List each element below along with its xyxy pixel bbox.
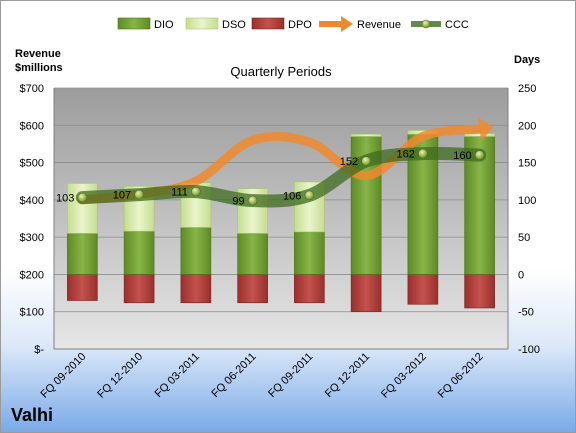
- y-right-tick-label: 50: [518, 232, 530, 244]
- ccc-point: [361, 156, 371, 166]
- x-tick-label: FQ 09-2010: [39, 351, 89, 401]
- y-right-tick-label: 150: [518, 158, 536, 170]
- company-name: Valhi: [11, 405, 54, 425]
- bar-dpo: [123, 274, 155, 304]
- y-left-tick-label: $600: [20, 120, 44, 132]
- ccc-data-label: 99: [232, 196, 244, 208]
- legend-ccc-marker: [421, 19, 431, 29]
- y-right-tick-label: -50: [518, 307, 534, 319]
- x-tick-label: FQ 03-2012: [379, 351, 429, 401]
- y-left-label-line1: Revenue: [15, 48, 61, 60]
- y-left-tick-label: $500: [20, 158, 44, 170]
- ccc-point: [77, 192, 88, 203]
- bar-dpo: [180, 274, 212, 304]
- bar-dso: [350, 133, 382, 137]
- bar-dpo: [67, 274, 98, 301]
- ccc-point: [304, 190, 315, 201]
- bar-dpo: [294, 274, 325, 304]
- x-tick-label: FQ 12-2010: [95, 351, 145, 401]
- bar-dpo: [464, 274, 495, 309]
- legend-dpo-label: DPO: [288, 19, 312, 31]
- y-right-tick-label: 100: [518, 195, 536, 207]
- plot-area: [54, 88, 508, 349]
- x-tick-label: FQ 12-2011: [323, 351, 372, 400]
- y-left-tick-label: $200: [20, 269, 44, 281]
- y-left-tick-label: $400: [20, 195, 44, 207]
- y-right-tick-label: 0: [518, 269, 524, 281]
- y-right-tick-label: 250: [518, 83, 536, 95]
- legend-ccc-label: CCC: [445, 19, 469, 31]
- bar-dio: [67, 233, 98, 275]
- legend-dpo-swatch: [251, 17, 285, 30]
- y-right-tick-label: -100: [518, 344, 540, 356]
- ccc-point: [191, 186, 201, 197]
- ccc-point: [474, 150, 485, 160]
- ccc-data-label: 160: [453, 150, 471, 162]
- ccc-line: [75, 146, 487, 208]
- ccc-data-label: 106: [283, 190, 301, 202]
- ccc-point: [418, 148, 428, 159]
- x-tick-label: FQ 06-2011: [209, 351, 258, 400]
- legend-dio-swatch: [117, 17, 151, 30]
- chart-title: Quarterly Periods: [230, 64, 332, 79]
- bar-dpo: [350, 274, 382, 313]
- ccc-data-label: 152: [340, 156, 358, 168]
- y-left-label-line2: $millions: [15, 62, 63, 74]
- y-left-tick-label: $700: [20, 83, 44, 95]
- ccc-point: [134, 189, 144, 200]
- x-tick-label: FQ 06-2012: [436, 351, 486, 401]
- ccc-data-label: 111: [171, 187, 188, 199]
- bar-dio: [237, 233, 268, 275]
- bar-dio: [123, 230, 155, 275]
- revenue-arrowhead: [478, 117, 494, 141]
- legend-revenue-label: Revenue: [357, 19, 401, 31]
- legend-revenue-arrowhead: [341, 16, 353, 32]
- ccc-data-label: 103: [56, 193, 74, 205]
- legend-dso-label: DSO: [222, 19, 246, 31]
- y-right-tick-label: 200: [518, 120, 536, 132]
- y-left-tick-label: $300: [20, 232, 44, 244]
- bar-dpo: [407, 274, 439, 305]
- y-left-tick-label: $-: [34, 344, 44, 356]
- legend-dso-swatch: [185, 17, 219, 30]
- x-tick-label: FQ 09-2011: [266, 351, 315, 400]
- bar-dpo: [237, 274, 268, 304]
- ccc-point: [247, 195, 258, 206]
- x-tick-label: FQ 03-2011: [153, 351, 202, 400]
- bar-dio: [294, 231, 325, 275]
- ccc-data-label: 107: [113, 190, 131, 202]
- ccc-data-label: 162: [397, 149, 415, 161]
- legend-dio-label: DIO: [154, 19, 174, 31]
- y-left-tick-label: $100: [20, 307, 44, 319]
- bar-dio: [180, 227, 212, 275]
- y-right-label: Days: [514, 54, 540, 66]
